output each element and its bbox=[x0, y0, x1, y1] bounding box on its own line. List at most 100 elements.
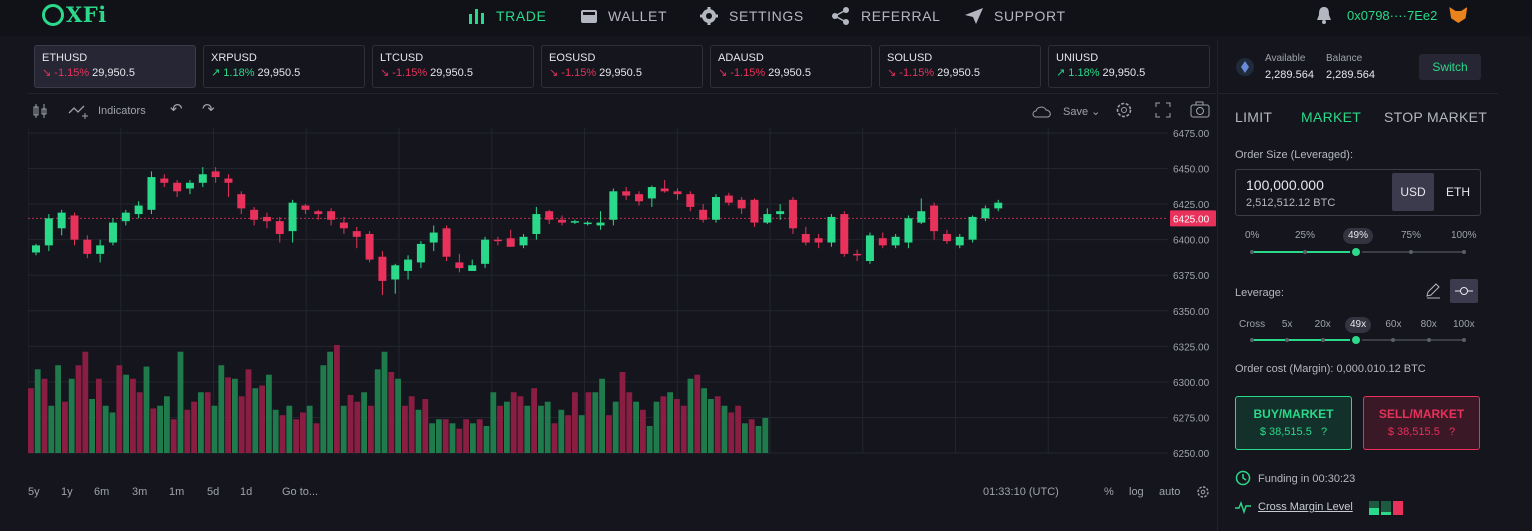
candle-body[interactable] bbox=[301, 205, 310, 210]
sell-market-button[interactable]: SELL/MARKET $ 38,515.5 ? bbox=[1363, 396, 1480, 450]
nav-wallet[interactable]: WALLET bbox=[580, 6, 667, 26]
ticker-uniusd[interactable]: UNIUSD ↗ 1.18% 29,950.5 bbox=[1048, 45, 1210, 88]
bell-icon[interactable] bbox=[1315, 6, 1333, 24]
candle-body[interactable] bbox=[865, 235, 874, 261]
leverage-slider-stop[interactable] bbox=[1426, 338, 1431, 342]
ticker-xrpusd[interactable]: XRPUSD ↗ 1.18% 29,950.5 bbox=[203, 45, 365, 88]
candle-body[interactable] bbox=[314, 211, 323, 215]
candle-body[interactable] bbox=[878, 238, 887, 246]
candle-body[interactable] bbox=[83, 239, 92, 254]
leverage-slider[interactable] bbox=[1250, 334, 1466, 346]
indicators-icon[interactable] bbox=[68, 103, 90, 119]
candle-body[interactable] bbox=[955, 236, 964, 246]
candle-body[interactable] bbox=[917, 211, 926, 223]
buy-help-icon[interactable]: ? bbox=[1321, 426, 1328, 438]
wallet-address[interactable]: 0x0798····7Ee2 bbox=[1347, 7, 1438, 23]
candle-body[interactable] bbox=[108, 222, 117, 243]
nav-referral[interactable]: REFERRAL bbox=[831, 6, 940, 26]
size-slider-stop[interactable] bbox=[1303, 250, 1307, 254]
candle-body[interactable] bbox=[32, 245, 40, 253]
nav-support[interactable]: SUPPORT bbox=[964, 6, 1066, 26]
candle-body[interactable] bbox=[788, 199, 797, 229]
tab-limit[interactable]: LIMIT bbox=[1235, 109, 1273, 125]
candle-body[interactable] bbox=[532, 214, 541, 234]
candle-body[interactable] bbox=[339, 222, 348, 229]
candle-body[interactable] bbox=[814, 238, 823, 243]
candle-body[interactable] bbox=[711, 197, 720, 220]
save-button[interactable]: Save ⌄ bbox=[1063, 106, 1101, 118]
candle-body[interactable] bbox=[365, 233, 374, 260]
candle-body[interactable] bbox=[583, 222, 592, 225]
candle-body[interactable] bbox=[609, 191, 618, 220]
candle-body[interactable] bbox=[493, 239, 502, 242]
switch-button[interactable]: Switch bbox=[1419, 54, 1481, 80]
candle-body[interactable] bbox=[596, 222, 605, 226]
candle-body[interactable] bbox=[558, 219, 567, 223]
candle-body[interactable] bbox=[930, 205, 939, 232]
candle-body[interactable] bbox=[968, 216, 977, 240]
camera-icon[interactable] bbox=[1190, 101, 1210, 119]
sell-help-icon[interactable]: ? bbox=[1449, 426, 1456, 438]
candle-body[interactable] bbox=[853, 253, 862, 256]
candle-body[interactable] bbox=[673, 191, 682, 195]
range-5d[interactable]: 5d bbox=[207, 486, 220, 498]
candle-body[interactable] bbox=[891, 236, 900, 246]
ticker-ltcusd[interactable]: LTCUSD ↘ -1.15% 29,950.5 bbox=[372, 45, 534, 88]
candle-body[interactable] bbox=[237, 194, 246, 209]
size-slider-stop[interactable] bbox=[1462, 250, 1466, 254]
candle-body[interactable] bbox=[327, 211, 336, 220]
size-slider-handle[interactable] bbox=[1349, 246, 1362, 258]
candle-body[interactable] bbox=[545, 211, 554, 220]
candle-body[interactable] bbox=[763, 214, 772, 223]
cloud-icon[interactable] bbox=[1031, 104, 1053, 118]
leverage-slider-stop[interactable] bbox=[1462, 338, 1466, 342]
candle-body[interactable] bbox=[173, 182, 182, 192]
range-1d[interactable]: 1d bbox=[240, 486, 253, 498]
range-3m[interactable]: 3m bbox=[132, 486, 148, 498]
auto-toggle[interactable]: auto bbox=[1159, 486, 1181, 498]
candle-body[interactable] bbox=[481, 239, 490, 264]
leverage-slider-stop[interactable] bbox=[1320, 338, 1325, 342]
price-chart[interactable]: 6475.00 6450.00 6425.00 6400.00 6375.00 6350.… bbox=[28, 128, 1216, 458]
redo-icon[interactable]: ↷ bbox=[202, 101, 215, 118]
candle-body[interactable] bbox=[737, 199, 746, 209]
ticker-solusd[interactable]: SOLUSD ↘ -1.15% 29,950.5 bbox=[879, 45, 1041, 88]
candle-body[interactable] bbox=[635, 194, 644, 202]
candle-body[interactable] bbox=[70, 215, 79, 240]
candle-body[interactable] bbox=[686, 194, 695, 207]
tab-stop-market[interactable]: STOP MARKET bbox=[1384, 109, 1488, 125]
candle-body[interactable] bbox=[96, 245, 105, 254]
candle-body[interactable] bbox=[827, 216, 836, 243]
percent-toggle[interactable]: % bbox=[1104, 486, 1114, 498]
candle-body[interactable] bbox=[262, 216, 271, 222]
candle-body[interactable] bbox=[275, 221, 284, 234]
candle-body[interactable] bbox=[352, 231, 361, 237]
candle-body[interactable] bbox=[622, 191, 631, 196]
currency-usd-button[interactable]: USD bbox=[1392, 173, 1434, 211]
order-size-input[interactable]: 100,000.000 2,512,512.12 BTC USD ETH bbox=[1235, 169, 1481, 216]
candle-body[interactable] bbox=[647, 187, 656, 199]
range-1m[interactable]: 1m bbox=[169, 486, 185, 498]
range-1y[interactable]: 1y bbox=[61, 486, 73, 498]
candle-body[interactable] bbox=[211, 171, 220, 178]
candle-body[interactable] bbox=[121, 212, 130, 222]
leverage-slider-handle[interactable] bbox=[1349, 334, 1362, 346]
ticker-eosusd[interactable]: EOSUSD ↘ -1.15% 29,950.5 bbox=[541, 45, 703, 88]
range-5y[interactable]: 5y bbox=[28, 486, 40, 498]
candle-body[interactable] bbox=[57, 212, 66, 229]
candle-body[interactable] bbox=[404, 259, 413, 271]
cross-margin-level-link[interactable]: Cross Margin Level bbox=[1258, 501, 1353, 513]
candle-body[interactable] bbox=[776, 211, 785, 215]
candle-body[interactable] bbox=[134, 205, 143, 215]
leverage-edit-button[interactable] bbox=[1419, 279, 1447, 303]
nav-trade[interactable]: TRADE bbox=[468, 6, 546, 26]
buy-market-button[interactable]: BUY/MARKET $ 38,515.5 ? bbox=[1235, 396, 1352, 450]
log-toggle[interactable]: log bbox=[1129, 486, 1144, 498]
candle-body[interactable] bbox=[750, 199, 759, 223]
candle-body[interactable] bbox=[429, 232, 438, 243]
candle-body[interactable] bbox=[468, 265, 477, 271]
candle-body[interactable] bbox=[378, 256, 387, 281]
candle-body[interactable] bbox=[660, 188, 669, 192]
candle-body[interactable] bbox=[699, 209, 708, 220]
leverage-slider-stop[interactable] bbox=[1250, 338, 1254, 342]
